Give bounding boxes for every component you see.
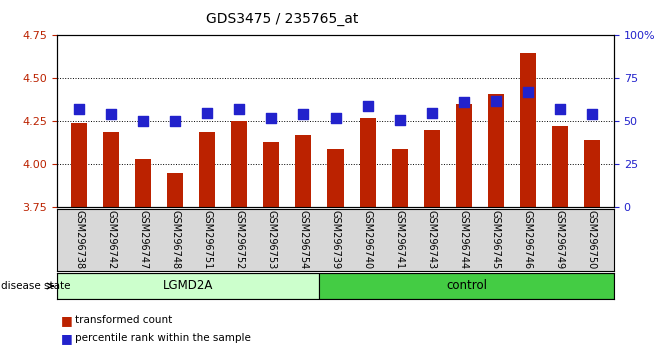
- Text: GSM296750: GSM296750: [586, 210, 597, 269]
- Bar: [199, 132, 215, 207]
- Text: LGMD2A: LGMD2A: [163, 279, 213, 292]
- Text: GSM296742: GSM296742: [107, 210, 117, 269]
- Text: control: control: [446, 279, 487, 292]
- Point: [394, 117, 405, 122]
- Point: [138, 118, 149, 124]
- Text: transformed count: transformed count: [75, 315, 172, 325]
- Point: [266, 115, 277, 121]
- Point: [554, 107, 565, 112]
- Point: [234, 107, 245, 112]
- Text: GDS3475 / 235765_at: GDS3475 / 235765_at: [205, 12, 358, 27]
- Text: GSM296744: GSM296744: [458, 210, 468, 269]
- Bar: [103, 132, 119, 207]
- Point: [586, 112, 597, 117]
- Bar: [319, 273, 614, 299]
- Bar: [71, 123, 87, 207]
- Bar: [360, 118, 376, 207]
- Text: GSM296743: GSM296743: [427, 210, 437, 269]
- Bar: [168, 173, 183, 207]
- Point: [426, 110, 437, 115]
- Text: GSM296747: GSM296747: [138, 210, 148, 269]
- Text: GSM296741: GSM296741: [395, 210, 405, 269]
- Point: [362, 103, 373, 109]
- Text: GSM296752: GSM296752: [234, 210, 244, 269]
- Text: GSM296748: GSM296748: [170, 210, 180, 269]
- Point: [106, 112, 117, 117]
- Bar: [327, 149, 344, 207]
- Text: GSM296753: GSM296753: [266, 210, 276, 269]
- Text: GSM296746: GSM296746: [523, 210, 533, 269]
- Text: ■: ■: [60, 332, 72, 344]
- Bar: [584, 140, 600, 207]
- Bar: [295, 135, 311, 207]
- Bar: [488, 94, 503, 207]
- Bar: [391, 149, 407, 207]
- Bar: [552, 126, 568, 207]
- Text: GSM296751: GSM296751: [203, 210, 213, 269]
- Bar: [519, 52, 535, 207]
- Point: [202, 110, 213, 115]
- Point: [491, 98, 501, 103]
- Text: ■: ■: [60, 314, 72, 327]
- Text: GSM296745: GSM296745: [491, 210, 501, 269]
- Text: disease state: disease state: [1, 281, 70, 291]
- Text: percentile rank within the sample: percentile rank within the sample: [75, 333, 251, 343]
- Point: [458, 99, 469, 105]
- Point: [522, 89, 533, 95]
- Bar: [264, 142, 280, 207]
- Text: GSM296754: GSM296754: [299, 210, 309, 269]
- Point: [74, 107, 85, 112]
- Point: [330, 115, 341, 121]
- Text: GSM296740: GSM296740: [362, 210, 372, 269]
- Text: GSM296749: GSM296749: [554, 210, 564, 269]
- Text: GSM296739: GSM296739: [331, 210, 340, 269]
- Text: GSM296738: GSM296738: [74, 210, 85, 269]
- Bar: [231, 121, 248, 207]
- Point: [170, 118, 180, 124]
- Point: [298, 112, 309, 117]
- Bar: [136, 159, 152, 207]
- Bar: [456, 104, 472, 207]
- Bar: [423, 130, 440, 207]
- Bar: [57, 273, 319, 299]
